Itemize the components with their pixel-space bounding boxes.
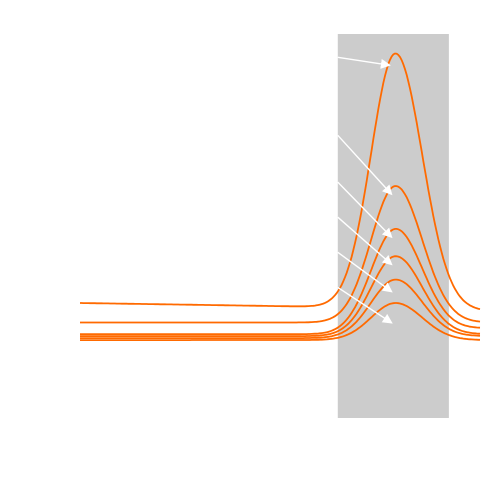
annotation-arrow-3 bbox=[337, 181, 393, 239]
annotation-arrow-4 bbox=[337, 216, 393, 266]
series-line-3 bbox=[80, 228, 481, 336]
series-line-5 bbox=[80, 278, 481, 339]
highlight-band-layer bbox=[337, 34, 449, 418]
arrow-layer bbox=[337, 56, 393, 324]
series-layer bbox=[80, 52, 481, 341]
series-line-6 bbox=[80, 302, 480, 341]
series-line-1 bbox=[80, 52, 481, 310]
series-line-4 bbox=[80, 255, 481, 337]
annotation-arrow-6 bbox=[337, 286, 393, 324]
annotation-arrow-1 bbox=[337, 56, 391, 69]
annotation-arrow-2 bbox=[337, 134, 393, 196]
annotation-arrow-5 bbox=[337, 251, 393, 293]
series-line-2 bbox=[80, 185, 481, 324]
highlight-band bbox=[337, 34, 449, 418]
